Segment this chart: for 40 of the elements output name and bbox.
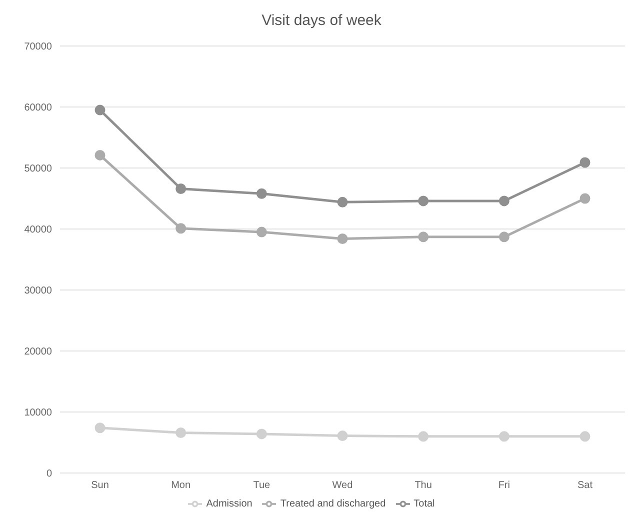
point (94, 150, 106, 160)
point (498, 232, 510, 242)
point (337, 430, 348, 442)
x-tick-label: Fri (498, 480, 510, 492)
point (94, 422, 106, 434)
y-tick-label: 10000 (24, 408, 52, 419)
point (176, 183, 186, 194)
x-tick-label: Thu (414, 480, 432, 492)
point (498, 196, 510, 206)
x-tick-label: Sun (91, 480, 109, 492)
point (580, 193, 590, 204)
legend-label: Total (414, 498, 435, 510)
y-tick-label: 40000 (24, 224, 52, 236)
y-tick-label: 30000 (24, 286, 52, 297)
point (580, 431, 590, 442)
y-tick-label: 60000 (24, 102, 52, 114)
point (418, 196, 429, 206)
point (580, 157, 590, 168)
y-tick-label: 50000 (24, 164, 52, 175)
point (337, 234, 348, 244)
y-tick-label: 70000 (24, 42, 52, 53)
point (176, 223, 186, 234)
point (176, 427, 186, 438)
x-tick-label: Mon (171, 480, 191, 492)
chart-title: Visit days of week (260, 11, 382, 31)
x-tick-label: Sat (577, 480, 593, 492)
point (418, 431, 429, 442)
point (337, 196, 348, 208)
point (256, 428, 267, 440)
point (94, 104, 106, 116)
y-tick-label: 0 (46, 468, 52, 480)
point (256, 226, 267, 238)
y-tick-label: 20000 (24, 346, 52, 358)
point (256, 188, 267, 199)
point (498, 431, 510, 442)
x-tick-label: Tue (253, 480, 271, 492)
legend-label: Admission (206, 498, 252, 510)
x-tick-label: Wed (332, 480, 353, 492)
point (418, 232, 429, 242)
legend-label: Treated and discharged (280, 498, 386, 510)
